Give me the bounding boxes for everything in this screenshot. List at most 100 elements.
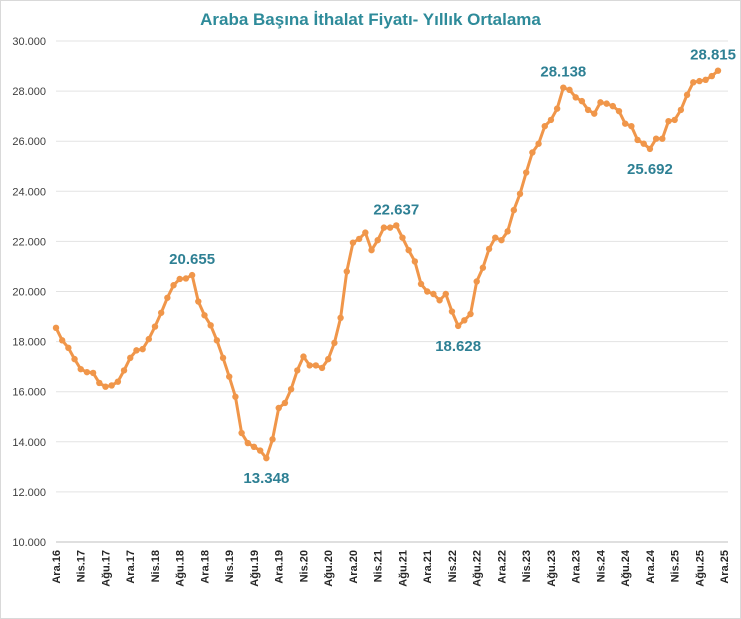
data-point (331, 339, 338, 347)
data-label: 28.815 (690, 47, 736, 64)
data-point (102, 383, 109, 390)
data-point (411, 258, 419, 265)
y-tick-label: 10.000 (12, 537, 46, 549)
data-point (337, 314, 344, 322)
x-tick-label: Nis.24 (595, 549, 607, 582)
data-point (120, 367, 128, 374)
data-point (108, 382, 115, 389)
data-point (609, 102, 617, 110)
data-point (584, 106, 592, 114)
x-tick-label: Nis.21 (373, 550, 385, 582)
data-point (201, 312, 208, 319)
x-tick-label: Ara.18 (199, 550, 211, 584)
data-point (479, 264, 487, 271)
data-point (71, 355, 78, 363)
data-point (306, 362, 313, 369)
data-point (405, 246, 412, 254)
data-point (226, 373, 233, 380)
data-point (207, 322, 214, 329)
data-point (380, 224, 388, 231)
data-point (652, 135, 660, 142)
data-point (399, 234, 406, 241)
series-line-path (54, 69, 720, 460)
data-point (213, 337, 221, 344)
data-point (188, 271, 196, 279)
data-point (659, 135, 666, 142)
data-point (683, 91, 691, 99)
chart-title: Araba Başına İthalat Fiyatı- Yıllık Orta… (200, 10, 541, 29)
data-point (355, 235, 363, 243)
data-point (696, 77, 703, 85)
data-point (139, 345, 146, 353)
data-point (473, 278, 480, 285)
gridlines (56, 40, 728, 543)
data-point (510, 206, 518, 214)
data-point (393, 222, 400, 229)
x-tick-label: Nis.18 (150, 550, 162, 582)
data-point (269, 436, 276, 443)
data-point (349, 239, 357, 246)
x-tick-label: Ara.19 (274, 550, 286, 584)
data-point (386, 224, 394, 231)
x-tick-label: Nis.23 (521, 550, 533, 582)
data-point (572, 94, 579, 101)
data-point (553, 105, 561, 112)
data-point (535, 140, 542, 147)
data-point (96, 379, 103, 387)
data-point (708, 72, 716, 80)
x-tick-label: Ara.20 (348, 550, 360, 584)
data-point (114, 378, 122, 385)
data-point (294, 367, 301, 374)
x-tick-label: Nis.25 (670, 550, 682, 582)
x-tick-label: Ara.25 (719, 550, 731, 584)
data-point (133, 347, 140, 354)
data-point (591, 110, 598, 117)
x-tick-label: Ara.21 (422, 550, 434, 584)
data-point (436, 297, 443, 304)
y-tick-label: 24.000 (12, 186, 46, 198)
data-point (498, 236, 505, 244)
data-point (454, 322, 462, 330)
data-label: 22.637 (373, 201, 419, 218)
x-tick-label: Ağu.23 (546, 550, 558, 587)
data-point (417, 280, 425, 288)
x-tick-label: Ağu.20 (323, 550, 335, 587)
data-point (325, 355, 332, 363)
x-tick-label: Nis.17 (76, 550, 88, 582)
data-point (195, 298, 202, 305)
x-tick-label: Ara.16 (51, 550, 63, 584)
data-point (176, 275, 183, 283)
data-point (312, 362, 320, 369)
data-point (374, 236, 381, 244)
data-point (232, 393, 239, 400)
data-point (467, 310, 474, 318)
x-tick-label: Ağu.25 (694, 550, 706, 587)
data-point (250, 443, 258, 451)
data-point (275, 404, 282, 412)
data-point (665, 117, 672, 125)
x-tick-label: Ağu.18 (175, 550, 187, 587)
data-point (492, 234, 499, 241)
y-tick-label: 14.000 (12, 437, 46, 449)
x-tick-label: Nis.22 (447, 550, 459, 582)
data-point (485, 245, 493, 253)
data-label: 20.655 (169, 251, 215, 268)
y-tick-label: 26.000 (12, 136, 46, 148)
data-point (368, 246, 375, 254)
data-point (442, 290, 449, 298)
x-tick-label: Ağu.19 (249, 550, 261, 587)
y-axis: 10.000 12.000 14.000 16.000 18.000 20.000 22.0… (12, 36, 46, 549)
data-point (287, 385, 295, 393)
y-tick-label: 16.000 (12, 387, 46, 399)
series-line (54, 69, 720, 460)
data-point (671, 116, 678, 124)
data-point (702, 76, 709, 84)
y-tick-label: 20.000 (12, 287, 46, 299)
data-label: 18.628 (435, 338, 481, 355)
data-point (170, 282, 177, 289)
data-point (263, 454, 270, 462)
data-label: 25.692 (627, 161, 673, 178)
data-point (714, 67, 722, 74)
data-point (219, 354, 227, 362)
